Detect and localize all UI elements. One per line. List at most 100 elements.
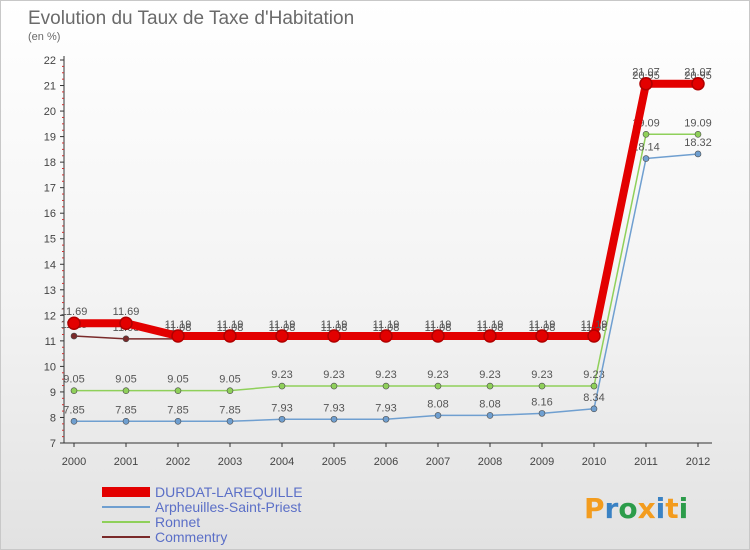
x-tick-label: 2010: [582, 456, 606, 468]
data-point: [278, 415, 286, 423]
data-point: [642, 131, 650, 138]
data-label: 8.16: [531, 396, 552, 408]
x-tick-label: 2001: [114, 456, 138, 468]
y-tick-label: 12: [44, 310, 56, 322]
y-tick-label: 19: [44, 132, 56, 144]
data-label: 21.07: [684, 67, 712, 79]
logo-letter: P: [584, 492, 605, 525]
x-tick-label: 2004: [270, 456, 294, 468]
y-tick-label: 22: [44, 55, 56, 67]
data-label: 11.19: [165, 319, 192, 331]
legend: DURDAT-LAREQUILLEArpheuilles-Saint-Pries…: [102, 484, 303, 545]
y-tick-label: 14: [44, 259, 56, 271]
logo-letter: r: [605, 492, 619, 525]
data-label: 7.85: [63, 404, 84, 416]
data-label: 11.19: [269, 319, 296, 331]
data-point: [639, 76, 653, 91]
data-point: [382, 382, 390, 390]
chart-subtitle: (en %): [28, 31, 60, 43]
y-tick-label: 16: [44, 208, 56, 220]
data-point: [538, 410, 546, 417]
x-tick-label: 2006: [374, 456, 398, 468]
data-label: 11.19: [373, 319, 400, 331]
logo-letter: x: [638, 492, 656, 525]
data-label: 11.08: [373, 322, 400, 334]
x-tick-label: 2000: [62, 456, 86, 468]
y-tick-label: 8: [50, 412, 56, 424]
data-label: 9.23: [531, 369, 552, 381]
data-label: 20.95: [684, 70, 712, 82]
data-label: 8.08: [479, 398, 500, 410]
data-point: [122, 417, 130, 425]
data-point: [486, 412, 494, 419]
data-label: 11.19: [477, 319, 504, 331]
x-tick-label: 2011: [634, 456, 658, 468]
data-label: 8.08: [427, 398, 448, 410]
data-label: 19.09: [684, 117, 712, 129]
series-layer: 11.1911.0811.0811.0811.0811.0811.0811.08…: [61, 67, 712, 425]
data-point: [382, 415, 390, 423]
data-label: 9.05: [63, 374, 84, 386]
data-label: 11.19: [321, 319, 348, 331]
proxiti-logo: Proxiti: [584, 492, 688, 525]
data-point: [538, 382, 546, 390]
x-tick-label: 2007: [426, 456, 450, 468]
logo-letter: i: [656, 492, 666, 525]
data-label: 11.69: [61, 306, 88, 318]
data-label: 11.08: [477, 322, 504, 334]
data-point: [379, 329, 393, 343]
data-label: 7.85: [219, 404, 240, 416]
logo-letter: t: [665, 492, 678, 525]
data-label: 21.07: [632, 67, 660, 79]
axes: 7 8 9 10 11 12 13 14 15 16 17 18 19 20 21 22 2000 2001 200…: [44, 55, 712, 468]
data-label: 11.19: [425, 319, 452, 331]
data-point: [119, 316, 133, 330]
data-label: 9.23: [323, 369, 344, 381]
data-label: 11.08: [425, 322, 452, 334]
data-label: 7.85: [115, 404, 136, 416]
series-line: [73, 133, 699, 392]
data-point: [694, 131, 702, 138]
legend-label: Commentry: [155, 529, 227, 545]
data-label: 11.19: [581, 319, 608, 331]
data-point: [278, 382, 286, 390]
data-label: 7.93: [323, 402, 344, 414]
y-tick-label: 20: [44, 106, 56, 118]
data-label: 8.34: [583, 392, 604, 404]
data-point: [642, 155, 650, 162]
data-point: [122, 387, 130, 394]
y-tick-label: 13: [44, 285, 56, 297]
data-point: [330, 415, 338, 423]
data-label: 7.85: [167, 404, 188, 416]
series-arpheuilles-saint-priest: 7.85 7.85 7.85 7.85 7.93 7.93 7.93 8.08 8.08 8.16…: [63, 137, 712, 425]
data-point: [70, 332, 78, 340]
legend-label: DURDAT-LAREQUILLE: [155, 484, 303, 500]
data-label: 9.05: [167, 374, 188, 386]
data-label: 9.23: [583, 369, 604, 381]
legend-label: Ronnet: [155, 514, 200, 530]
data-label: 9.05: [219, 374, 240, 386]
data-point: [70, 417, 78, 425]
data-point: [431, 329, 445, 343]
data-point: [486, 382, 494, 390]
series-line: [70, 79, 702, 341]
x-tick-label: 2002: [166, 456, 190, 468]
data-point: [70, 387, 78, 394]
logo-text: Proxiti: [584, 492, 688, 525]
data-label: 18.14: [632, 142, 660, 154]
y-tick-label: 9: [50, 387, 56, 399]
y-tick-label: 18: [44, 157, 56, 169]
data-point: [330, 382, 338, 390]
data-point: [694, 150, 702, 158]
x-tick-label: 2005: [322, 456, 346, 468]
data-label: 7.93: [271, 402, 292, 414]
data-point: [590, 382, 598, 390]
x-tick-label: 2012: [686, 456, 710, 468]
data-point: [223, 329, 237, 343]
data-label: 11.69: [113, 306, 140, 318]
data-point: [174, 387, 182, 394]
data-label: 9.23: [375, 369, 396, 381]
data-label: 18.32: [684, 137, 712, 149]
